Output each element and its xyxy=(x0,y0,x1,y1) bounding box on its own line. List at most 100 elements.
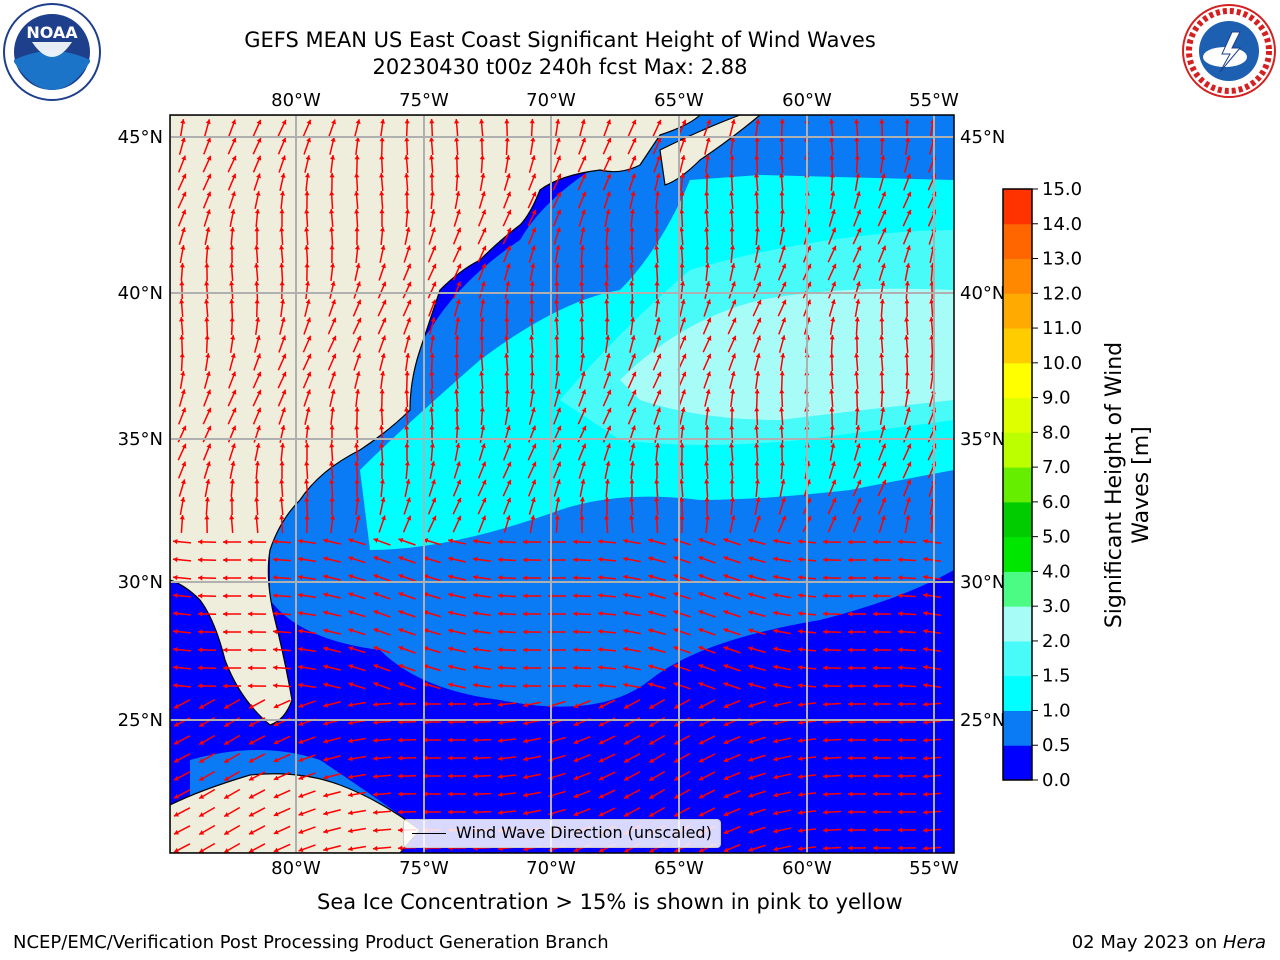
wave-direction-arrowhead xyxy=(454,407,460,412)
wave-direction-arrowhead xyxy=(606,155,612,161)
wave-direction-arrowhead xyxy=(556,173,562,179)
wave-direction-arrowhead xyxy=(323,846,329,852)
wave-direction-arrowhead xyxy=(298,847,304,853)
wave-direction-arrowhead xyxy=(249,721,255,727)
colorbar-tick-label: 9.0 xyxy=(1042,388,1071,409)
wave-direction-arrowhead xyxy=(204,317,210,322)
wave-direction-arrowhead xyxy=(255,317,261,322)
wave-direction-arrowhead xyxy=(829,353,835,358)
wave-direction-arrowhead xyxy=(181,191,187,197)
wave-direction-arrowhead xyxy=(556,407,562,413)
wave-direction-arrowhead xyxy=(198,683,203,689)
wave-direction-arrowhead xyxy=(855,281,861,287)
wave-direction-arrowhead xyxy=(174,793,180,799)
wave-direction-arrowhead xyxy=(531,443,537,449)
wave-direction-arrowhead xyxy=(623,556,628,562)
wave-direction-arrowhead xyxy=(398,573,404,579)
wave-direction-arrowhead xyxy=(773,646,778,652)
wave-direction-arrowhead xyxy=(348,720,353,726)
wave-direction-arrowhead xyxy=(279,479,285,484)
lon-tick-label-bottom: 55°W xyxy=(909,858,959,879)
wave-direction-arrowhead xyxy=(373,645,379,651)
wave-direction-arrowhead xyxy=(873,773,878,779)
wave-direction-arrowhead xyxy=(329,209,335,214)
wave-direction-arrowhead xyxy=(779,425,785,430)
wave-direction-arrowhead xyxy=(329,191,335,196)
wave-direction-arrowhead xyxy=(581,407,587,413)
wave-direction-arrowhead xyxy=(756,515,761,521)
wave-direction-arrowhead xyxy=(523,593,528,599)
wave-direction-arrowhead xyxy=(629,479,635,484)
wave-direction-arrowhead xyxy=(856,515,862,521)
wave-direction-arrowhead xyxy=(323,702,329,708)
wave-direction-arrowhead xyxy=(373,555,379,561)
wave-direction-arrowhead xyxy=(281,407,286,413)
wave-direction-arrowhead xyxy=(873,665,878,671)
wave-direction-arrowhead xyxy=(273,647,278,653)
wave-direction-arrowhead xyxy=(898,611,903,617)
wave-direction-arrowhead xyxy=(723,721,729,727)
wave-direction-arrowhead xyxy=(829,407,835,412)
wave-direction-arrowhead xyxy=(704,245,710,250)
wave-direction-arrowhead xyxy=(755,371,761,376)
wave-direction-arrowhead xyxy=(174,757,180,763)
wave-direction-arrowhead xyxy=(523,539,528,545)
wave-direction-arrowhead xyxy=(379,209,385,214)
wave-direction-arrowhead xyxy=(198,593,203,599)
wave-direction-arrowhead xyxy=(679,425,686,430)
wave-direction-arrowhead xyxy=(923,719,928,725)
wave-direction-arrowhead xyxy=(730,389,736,394)
wave-direction-arrowhead xyxy=(454,353,460,358)
wave-direction-arrowhead xyxy=(224,704,230,709)
wave-direction-arrowhead xyxy=(354,497,361,502)
wave-direction-arrowhead xyxy=(680,155,686,161)
wave-direction-arrowhead xyxy=(781,515,787,521)
wave-direction-arrowhead xyxy=(573,757,579,763)
wave-direction-arrowhead xyxy=(905,407,911,413)
wave-direction-arrowhead xyxy=(798,702,803,708)
lat-tick-label-left: 30°N xyxy=(118,572,163,593)
wave-direction-arrowhead xyxy=(498,557,503,563)
wave-direction-arrowhead xyxy=(405,353,411,358)
wave-direction-arrowhead xyxy=(281,335,287,341)
wave-direction-arrowhead xyxy=(679,263,685,268)
colorbar-tick-label: 5.0 xyxy=(1042,527,1071,548)
wave-direction-arrowhead xyxy=(530,155,536,161)
wave-direction-arrowhead xyxy=(348,828,353,834)
wave-direction-arrowhead xyxy=(798,810,803,816)
wave-direction-arrowhead xyxy=(199,830,205,835)
wave-direction-arrowhead xyxy=(523,720,528,726)
wave-direction-arrowhead xyxy=(181,155,187,161)
colorbar-segment xyxy=(1003,328,1032,364)
legend-line-swatch xyxy=(412,833,446,834)
wave-direction-arrowhead xyxy=(504,317,510,322)
wave-direction-arrowhead xyxy=(698,609,704,615)
wave-direction-arrowhead xyxy=(649,776,655,781)
wave-direction-arrowhead xyxy=(830,299,836,305)
wave-direction-arrowhead xyxy=(298,556,303,562)
footer-left: NCEP/EMC/Verification Post Processing Pr… xyxy=(13,932,609,953)
wave-direction-arrowhead xyxy=(729,479,735,484)
wave-direction-arrowhead xyxy=(273,575,278,581)
wave-direction-arrowhead xyxy=(581,389,587,395)
wave-direction-arrowhead xyxy=(573,647,578,653)
wave-direction-arrowhead xyxy=(224,722,230,727)
wave-direction-arrowhead xyxy=(754,155,760,160)
wave-direction-arrowhead xyxy=(598,592,603,599)
wave-direction-arrowhead xyxy=(304,227,310,232)
wave-direction-arrowhead xyxy=(180,245,186,250)
wave-direction-arrowhead xyxy=(204,281,210,286)
wave-direction-arrowhead xyxy=(848,737,853,743)
wave-direction-arrowhead xyxy=(679,227,685,232)
wave-direction-arrowhead xyxy=(206,137,212,143)
wave-direction-arrowhead xyxy=(880,263,886,269)
wave-direction-arrowhead xyxy=(731,335,737,341)
wave-direction-arrowhead xyxy=(304,515,310,520)
wave-direction-arrowhead xyxy=(523,665,528,671)
wave-direction-arrowhead xyxy=(454,119,460,124)
wave-direction-arrowhead xyxy=(624,758,630,763)
wave-direction-arrowhead xyxy=(648,574,654,580)
wave-direction-arrowhead xyxy=(729,191,735,196)
wave-direction-arrowhead xyxy=(556,209,562,215)
wave-direction-arrowhead xyxy=(624,794,630,799)
